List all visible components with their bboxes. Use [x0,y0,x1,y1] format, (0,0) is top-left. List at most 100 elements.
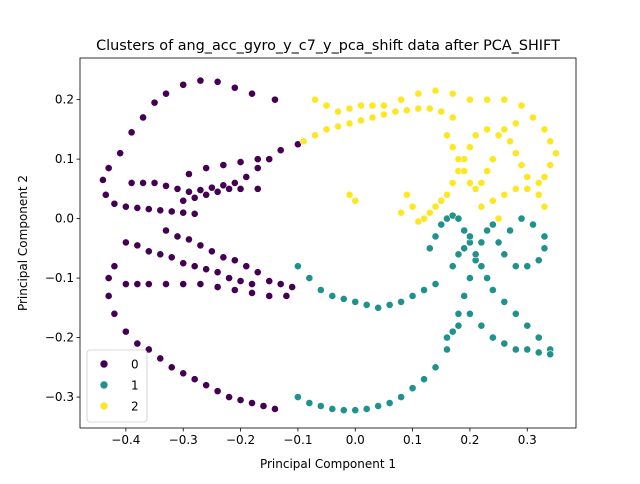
data-point-cluster-1 [477,238,486,247]
data-point-cluster-0 [121,238,130,247]
y-tick-label: 0.2 [55,93,74,107]
data-point-cluster-2 [483,167,492,175]
data-point-cluster-0 [179,280,188,288]
legend: 0 1 2 [86,349,148,423]
data-point-cluster-1 [517,214,526,223]
data-point-cluster-0 [127,128,136,137]
data-point-cluster-0 [121,280,130,288]
data-point-cluster-0 [179,369,188,378]
data-point-cluster-2 [448,113,457,122]
data-point-cluster-1 [477,262,486,271]
data-point-cluster-2 [299,137,308,146]
data-point-cluster-0 [133,204,142,212]
data-point-cluster-0 [248,280,256,288]
data-point-cluster-2 [534,179,543,187]
data-point-cluster-1 [316,286,325,294]
data-point-cluster-2 [540,173,549,181]
data-point-cluster-2 [402,106,411,115]
x-tick-label: −0.2 [226,433,255,447]
data-point-cluster-0 [230,83,239,92]
data-point-cluster-0 [185,235,193,244]
data-point-cluster-2 [511,184,520,193]
data-point-cluster-0 [179,259,188,268]
y-tick-label: −0.1 [45,271,74,285]
data-point-cluster-1 [466,309,474,318]
data-point-cluster-2 [345,119,354,128]
data-point-cluster-2 [546,137,555,146]
x-tick-label: 0.3 [518,433,537,447]
data-point-cluster-2 [494,131,503,140]
data-point-cluster-1 [425,244,434,253]
data-point-cluster-0 [282,292,291,300]
data-point-cluster-0 [219,253,228,262]
data-point-cluster-1 [483,226,492,235]
data-point-cluster-0 [99,176,107,184]
data-point-cluster-1 [471,250,480,259]
data-point-cluster-1 [385,399,394,407]
data-point-cluster-0 [265,292,274,300]
data-point-cluster-2 [534,190,543,199]
legend-marker [99,380,109,390]
data-point-cluster-0 [288,283,297,291]
data-point-cluster-2 [448,179,457,187]
data-point-cluster-0 [116,149,125,158]
data-point-cluster-1 [488,286,497,294]
data-point-cluster-0 [190,209,199,218]
legend-label: 1 [131,379,139,393]
data-point-cluster-1 [351,297,360,306]
points-layer [99,76,560,415]
data-point-cluster-1 [408,292,417,300]
data-point-cluster-1 [397,393,406,401]
data-point-cluster-1 [466,232,474,241]
data-point-cluster-0 [127,179,136,187]
data-point-cluster-0 [162,226,170,235]
data-point-cluster-0 [190,193,199,202]
data-point-cluster-1 [534,256,543,265]
data-point-cluster-2 [483,95,492,104]
data-point-cluster-0 [259,402,268,410]
data-point-cluster-0 [219,161,228,169]
data-point-cluster-0 [110,309,119,318]
data-point-cluster-2 [511,149,520,158]
data-point-cluster-0 [179,208,188,217]
data-point-cluster-2 [402,190,411,199]
data-point-cluster-1 [460,226,469,235]
data-point-cluster-1 [305,399,314,407]
data-point-cluster-0 [202,190,211,199]
data-point-cluster-0 [110,262,119,271]
data-point-cluster-1 [362,300,371,309]
data-point-cluster-1 [443,345,451,354]
data-point-cluster-2 [477,202,486,211]
data-point-cluster-2 [368,113,377,122]
data-point-cluster-1 [523,262,532,271]
data-point-cluster-1 [534,333,543,342]
data-point-cluster-0 [230,256,239,265]
y-tick-label: −0.3 [45,390,74,404]
data-point-cluster-2 [408,202,417,211]
data-point-cluster-2 [345,104,354,113]
data-point-cluster-2 [511,119,520,128]
data-point-cluster-2 [425,104,434,113]
data-point-cluster-2 [391,107,400,116]
data-point-cluster-0 [150,179,159,187]
y-axis: −0.3 −0.2 −0.1 0.0 0.1 0.2 [45,93,80,404]
data-point-cluster-2 [437,196,446,205]
data-point-cluster-1 [500,339,509,348]
data-point-cluster-2 [500,190,509,199]
data-point-cluster-0 [196,280,205,288]
data-point-cluster-0 [236,396,245,404]
data-point-cluster-0 [190,262,199,271]
data-point-cluster-1 [483,274,492,282]
data-point-cluster-2 [414,104,423,113]
data-point-cluster-0 [207,247,216,256]
data-point-cluster-1 [351,406,360,415]
data-point-cluster-0 [202,265,211,274]
data-point-cluster-0 [248,89,256,98]
x-tick-label: −0.1 [283,433,312,447]
data-point-cluster-1 [494,238,503,247]
data-point-cluster-1 [437,220,446,229]
data-point-cluster-2 [448,89,457,98]
data-point-cluster-0 [219,181,228,190]
